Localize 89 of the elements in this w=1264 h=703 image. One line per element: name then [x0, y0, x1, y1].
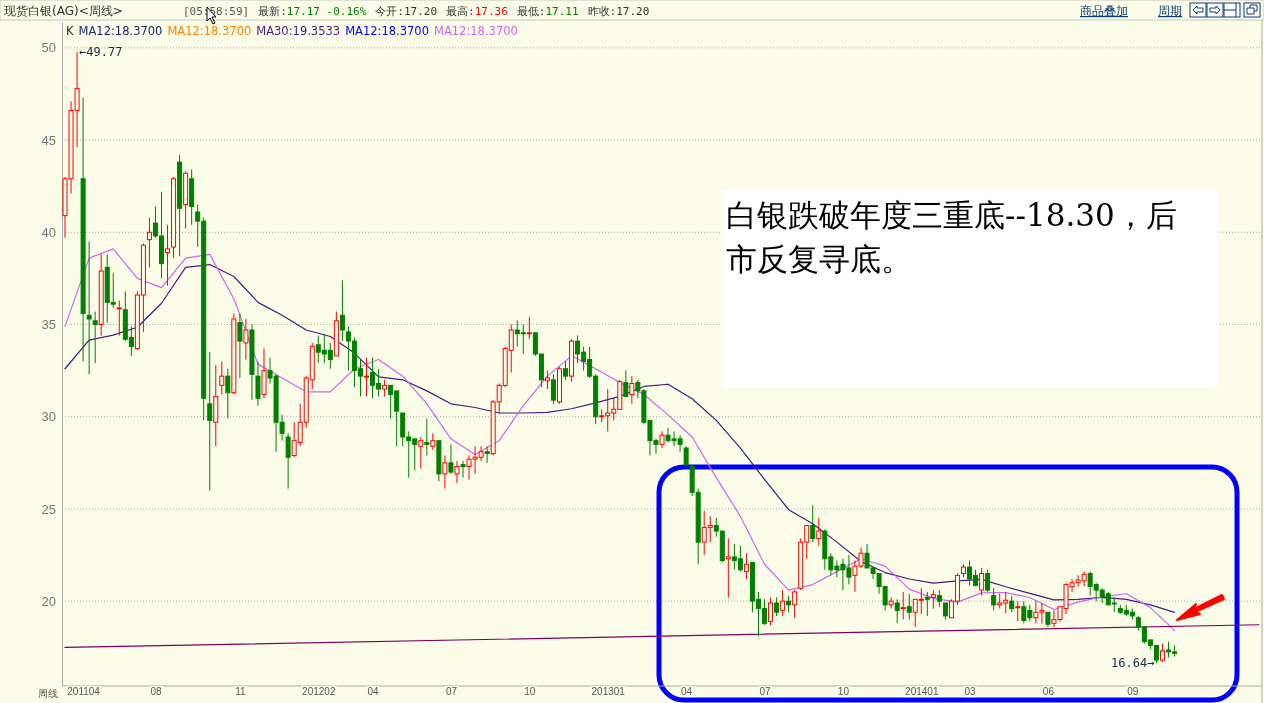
candlestick [894, 598, 900, 624]
y-tick-label: 45 [41, 132, 56, 148]
candlestick [460, 460, 466, 479]
candlestick [484, 445, 490, 464]
y-tick-label: 20 [41, 593, 56, 609]
chart-title: 现货白银(AG)<周线> [4, 4, 123, 18]
x-tick-label: 04 [681, 686, 693, 698]
x-tick-label: 04 [367, 686, 380, 698]
candlestick [424, 418, 430, 456]
candlestick [563, 360, 569, 381]
y-tick-label: 25 [41, 501, 56, 517]
y-tick-label: 50 [41, 40, 56, 56]
annotation: 白银跌破年度三重底--18.30，后市反复寻底。 [726, 197, 1177, 277]
text: 今开:17.20 [375, 5, 438, 18]
y-tick-label: 40 [41, 224, 56, 240]
text: 最低:17.11 [516, 5, 579, 18]
y-tick-label: 30 [41, 409, 56, 425]
x-tick-label: 08 [150, 686, 162, 698]
text: 周期 [1158, 4, 1182, 18]
candlestick [924, 591, 930, 617]
candlestick [165, 224, 171, 287]
candlestick [86, 240, 92, 375]
candlestick [92, 311, 98, 364]
x-tick-label: 201301 [591, 686, 626, 698]
candlestick [991, 587, 997, 611]
candlestick [146, 217, 152, 268]
annotation: ←49.77 [79, 45, 123, 60]
x-tick-label: 09 [1127, 686, 1139, 698]
y-tick-label: 35 [41, 317, 56, 333]
candlestick [418, 436, 424, 469]
candlestick [768, 596, 774, 626]
candlestick [900, 591, 906, 621]
text: 最高:17.36 [446, 5, 508, 18]
candlestick [116, 300, 122, 337]
candlestick [629, 375, 635, 405]
candlestick [285, 432, 291, 490]
candlestick [243, 318, 249, 361]
candlestick [544, 370, 550, 390]
candlestick [725, 537, 731, 598]
candlestick [816, 517, 822, 547]
candlestick [780, 589, 786, 617]
candlestick [906, 593, 912, 621]
x-axis-title: 周线 [38, 688, 58, 699]
candlestick [454, 460, 460, 484]
x-tick-label: 201401 [905, 686, 939, 698]
candlestick [255, 360, 261, 407]
candlestick [207, 351, 213, 491]
candlestick [743, 552, 749, 580]
candlestick [430, 432, 436, 451]
annotation: K [66, 24, 74, 38]
x-tick-label: 07 [759, 686, 772, 698]
annotation: 16.64→ [1111, 656, 1155, 671]
candlestick [979, 567, 985, 597]
candlestick [550, 373, 556, 405]
text: MA12:18.3700 [433, 24, 518, 38]
candlestick [442, 454, 448, 490]
candlestick [792, 589, 798, 619]
x-tick-label: 201202 [302, 686, 336, 698]
candlestick [261, 347, 267, 399]
x-tick-label: 10 [837, 686, 850, 698]
x-tick-label: 201104 [67, 686, 101, 698]
candlestick [985, 569, 991, 593]
text: 商品叠加 [1080, 4, 1128, 18]
x-tick-label: 07 [445, 686, 458, 698]
text: 昨收:17.20 [587, 5, 650, 18]
annotation: MA12:18.3700 [167, 24, 252, 38]
candlestick [219, 360, 225, 396]
x-tick-label: 06 [1042, 686, 1055, 698]
candlestick [339, 279, 345, 342]
candlestick [1160, 643, 1165, 663]
text: 最新:17.17 -0.16% [258, 5, 367, 18]
candlestick [888, 596, 894, 610]
candlestick [930, 589, 936, 610]
candlestick [810, 504, 816, 543]
x-tick-label: 03 [964, 686, 977, 698]
candlestick [225, 368, 231, 420]
annotation: MA12:18.3700 [78, 24, 163, 38]
annotation: MA12:18.3700 [345, 24, 429, 38]
candlestick [237, 312, 243, 379]
text: MA30:19.3533 [256, 24, 341, 38]
candlestick [448, 443, 454, 475]
candlestick [364, 357, 370, 397]
candlestick [623, 370, 629, 397]
candlestick [774, 596, 780, 617]
candlestick [526, 316, 532, 340]
x-tick-label: 11 [235, 686, 247, 698]
x-tick-label: 10 [524, 686, 536, 698]
candlestick [683, 445, 689, 468]
candlestick [1015, 600, 1021, 622]
